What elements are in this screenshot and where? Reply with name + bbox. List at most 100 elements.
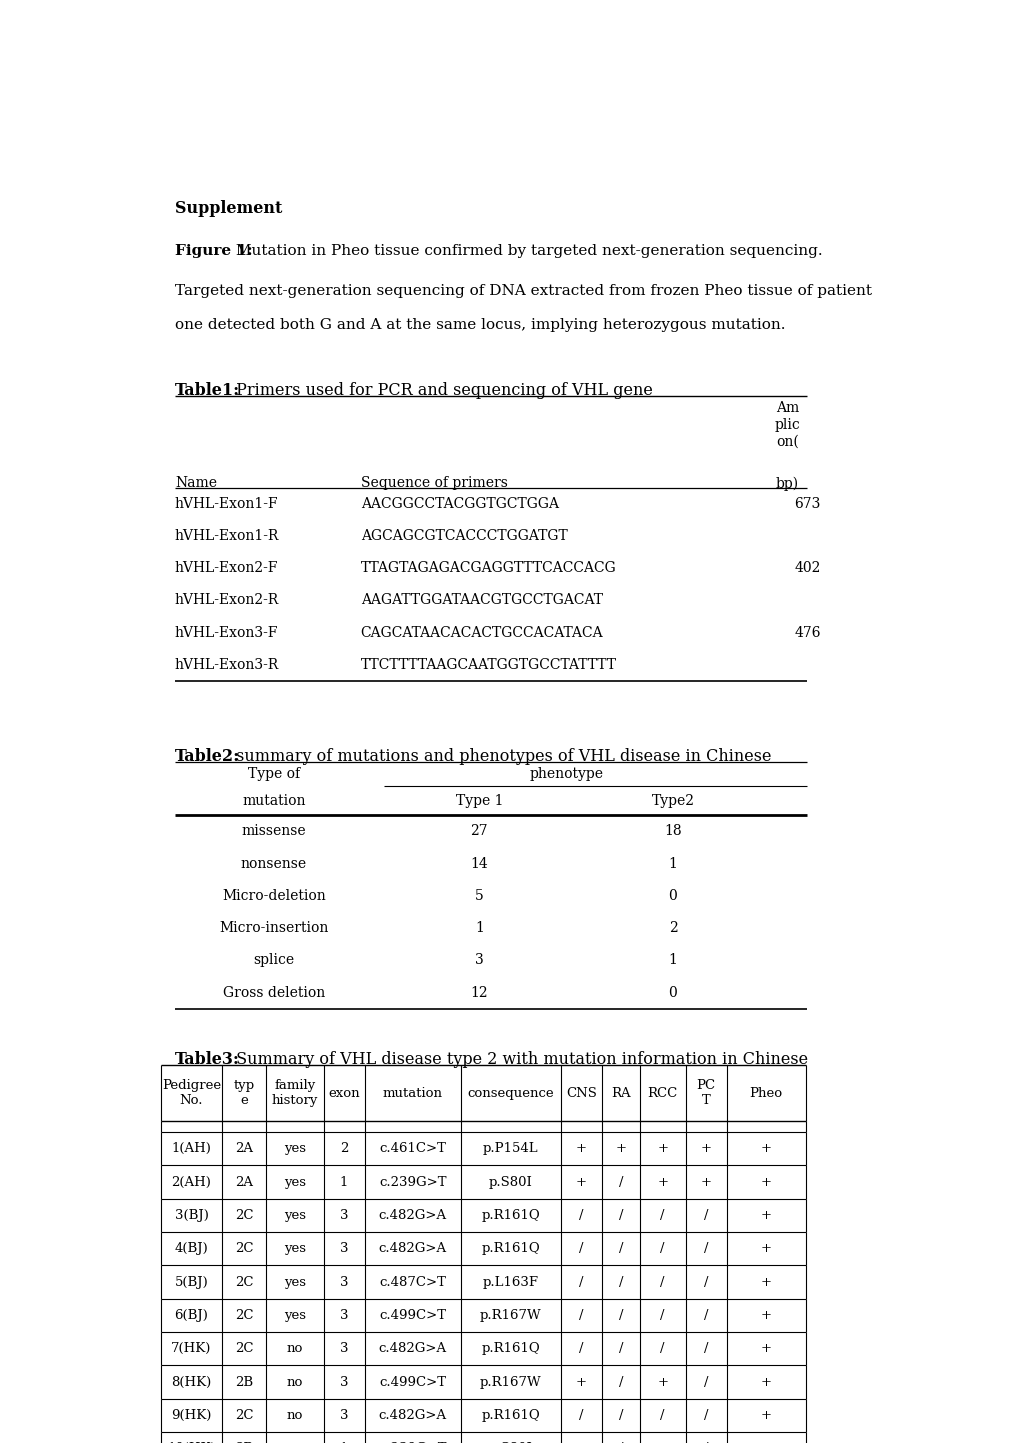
Text: /: / [579,1408,583,1421]
Text: p.S80I: p.S80I [488,1176,532,1189]
Text: hVHL-Exon2-R: hVHL-Exon2-R [175,593,279,608]
Text: c.482G>A: c.482G>A [378,1242,446,1255]
Text: Pedigree
No.: Pedigree No. [162,1079,221,1107]
Text: +: + [760,1342,771,1355]
Text: /: / [579,1242,583,1255]
Text: +: + [575,1375,586,1388]
Text: hVHL-Exon3-F: hVHL-Exon3-F [175,626,278,639]
Text: /: / [579,1342,583,1355]
Text: +: + [575,1176,586,1189]
Text: p.R161Q: p.R161Q [481,1242,540,1255]
Text: 2: 2 [667,921,677,935]
Text: 6(BJ): 6(BJ) [174,1309,208,1322]
Text: /: / [618,1375,623,1388]
Text: hVHL-Exon2-F: hVHL-Exon2-F [175,561,278,576]
Text: RCC: RCC [647,1087,678,1100]
Text: p.P154L: p.P154L [483,1143,538,1156]
Text: +: + [760,1242,771,1255]
Text: /: / [618,1242,623,1255]
Text: 12: 12 [470,986,488,1000]
Text: 1: 1 [339,1176,347,1189]
Text: /: / [703,1342,708,1355]
Text: p.R161Q: p.R161Q [481,1408,540,1421]
Text: c.482G>A: c.482G>A [378,1209,446,1222]
Text: family
history: family history [271,1079,318,1107]
Text: +: + [614,1143,626,1156]
Text: CNS: CNS [566,1087,596,1100]
Text: 3: 3 [339,1309,348,1322]
Text: p.R167W: p.R167W [480,1375,541,1388]
Text: yes: yes [283,1276,306,1289]
Text: phenotype: phenotype [529,768,602,781]
Text: 402: 402 [794,561,819,576]
Text: yes: yes [283,1143,306,1156]
Text: +: + [760,1209,771,1222]
Text: hVHL-Exon1-F: hVHL-Exon1-F [175,496,278,511]
Text: +: + [575,1143,586,1156]
Text: c.482G>A: c.482G>A [378,1408,446,1421]
Text: /: / [618,1408,623,1421]
Text: +: + [760,1309,771,1322]
Text: no: no [286,1408,303,1421]
Text: one detected both G and A at the same locus, implying heterozygous mutation.: one detected both G and A at the same lo… [175,317,785,332]
Text: 673: 673 [794,496,819,511]
Text: yes: yes [283,1176,306,1189]
Text: +: + [656,1143,667,1156]
Text: c.487C>T: c.487C>T [379,1276,446,1289]
Text: summary of mutations and phenotypes of VHL disease in Chinese: summary of mutations and phenotypes of V… [231,747,770,765]
Text: 2C: 2C [234,1242,253,1255]
Text: +: + [656,1375,667,1388]
Text: /: / [659,1242,664,1255]
Text: AGCAGCGTCACCCTGGATGT: AGCAGCGTCACCCTGGATGT [361,530,567,543]
Text: Figure 1:: Figure 1: [175,244,253,258]
Text: 3: 3 [339,1242,348,1255]
Text: /: / [703,1375,708,1388]
Text: +: + [760,1408,771,1421]
Text: 8(HK): 8(HK) [171,1375,212,1388]
Text: typ
e: typ e [233,1079,255,1107]
Text: /: / [618,1176,623,1189]
Text: /: / [659,1408,664,1421]
Text: +: + [700,1176,711,1189]
Text: /: / [703,1209,708,1222]
Text: /: / [659,1309,664,1322]
Text: Micro-deletion: Micro-deletion [222,889,325,903]
Text: 1: 1 [475,921,483,935]
Text: /: / [579,1309,583,1322]
Text: 3: 3 [339,1209,348,1222]
Text: /: / [618,1209,623,1222]
Text: yes: yes [283,1309,306,1322]
Text: /: / [659,1342,664,1355]
Text: Table1:: Table1: [175,382,239,400]
Text: 18: 18 [663,824,681,838]
Text: Micro-insertion: Micro-insertion [219,921,328,935]
Text: Type2: Type2 [651,794,694,808]
Text: c.499C>T: c.499C>T [379,1309,446,1322]
Text: 1: 1 [667,954,677,967]
Text: 3: 3 [339,1408,348,1421]
Text: 9(HK): 9(HK) [171,1408,212,1421]
Text: 3: 3 [339,1375,348,1388]
Text: c.482G>A: c.482G>A [378,1342,446,1355]
Text: bp): bp) [775,476,798,491]
Text: yes: yes [283,1209,306,1222]
Text: c.239G>T: c.239G>T [379,1176,446,1189]
Text: +: + [760,1276,771,1289]
Text: Name: Name [175,476,217,491]
Text: no: no [286,1342,303,1355]
Text: 2C: 2C [234,1342,253,1355]
Text: Table3:: Table3: [175,1051,239,1068]
Text: 2A: 2A [234,1143,253,1156]
Text: +: + [760,1375,771,1388]
Text: /: / [659,1209,664,1222]
Text: missense: missense [242,824,306,838]
Text: p.R167W: p.R167W [480,1309,541,1322]
Text: 2: 2 [339,1143,347,1156]
Text: splice: splice [253,954,294,967]
Text: 3: 3 [339,1276,348,1289]
Text: c.461C>T: c.461C>T [379,1143,446,1156]
Text: /: / [618,1276,623,1289]
Text: 0: 0 [667,986,677,1000]
Text: 5(BJ): 5(BJ) [174,1276,208,1289]
Text: 5: 5 [475,889,483,903]
